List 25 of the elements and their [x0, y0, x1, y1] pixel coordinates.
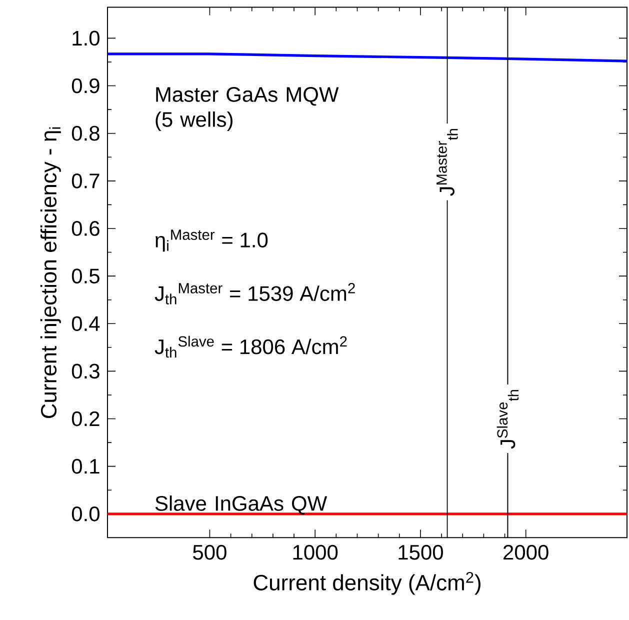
x-tick-label: 1000: [293, 544, 338, 560]
x-tick-label: 500: [193, 544, 226, 560]
series-label: Slave InGaAs QW: [155, 495, 328, 515]
annotation: J$_{th}$$^{Slave}$ = 1806 A/cm$^{2}$: [154, 336, 347, 358]
ref-line-label: J$^{Master}$th: [436, 129, 458, 196]
y-tick-label: 1.0: [72, 30, 100, 46]
annotation: J$_{th}$$^{Master}$ = 1539 A/cm$^{2}$: [154, 283, 355, 304]
y-tick-label: 0.4: [72, 316, 100, 332]
y-tick-label: 0.3: [72, 364, 100, 379]
y-tick-label: 0.7: [72, 173, 100, 188]
y-tick-label: 0.2: [72, 411, 100, 426]
y-tick-label: 0.0: [72, 506, 100, 522]
y-tick-label: 0.8: [72, 126, 100, 141]
line-series: [108, 52, 628, 62]
x-tick-label: 2000: [504, 544, 548, 560]
x-tick-label: 1500: [398, 544, 443, 560]
x-axis-title: Current density (A/cm$^{2}$): [254, 572, 480, 595]
y-tick-label: 0.1: [72, 458, 100, 474]
y-axis-title: Current injection efficiency - η$_{i}$: [40, 127, 61, 418]
y-tick-label: 0.9: [72, 78, 100, 94]
ref-line-label: J$^{Slave}$th: [496, 390, 519, 449]
y-tick-label: 0.6: [72, 221, 100, 236]
annotation: η$_{i}$$^{Master}$ = 1.0: [156, 230, 268, 252]
y-tick-label: 0.5: [72, 268, 100, 284]
series-label: Master GaAs MQW (5 wells): [156, 87, 339, 132]
